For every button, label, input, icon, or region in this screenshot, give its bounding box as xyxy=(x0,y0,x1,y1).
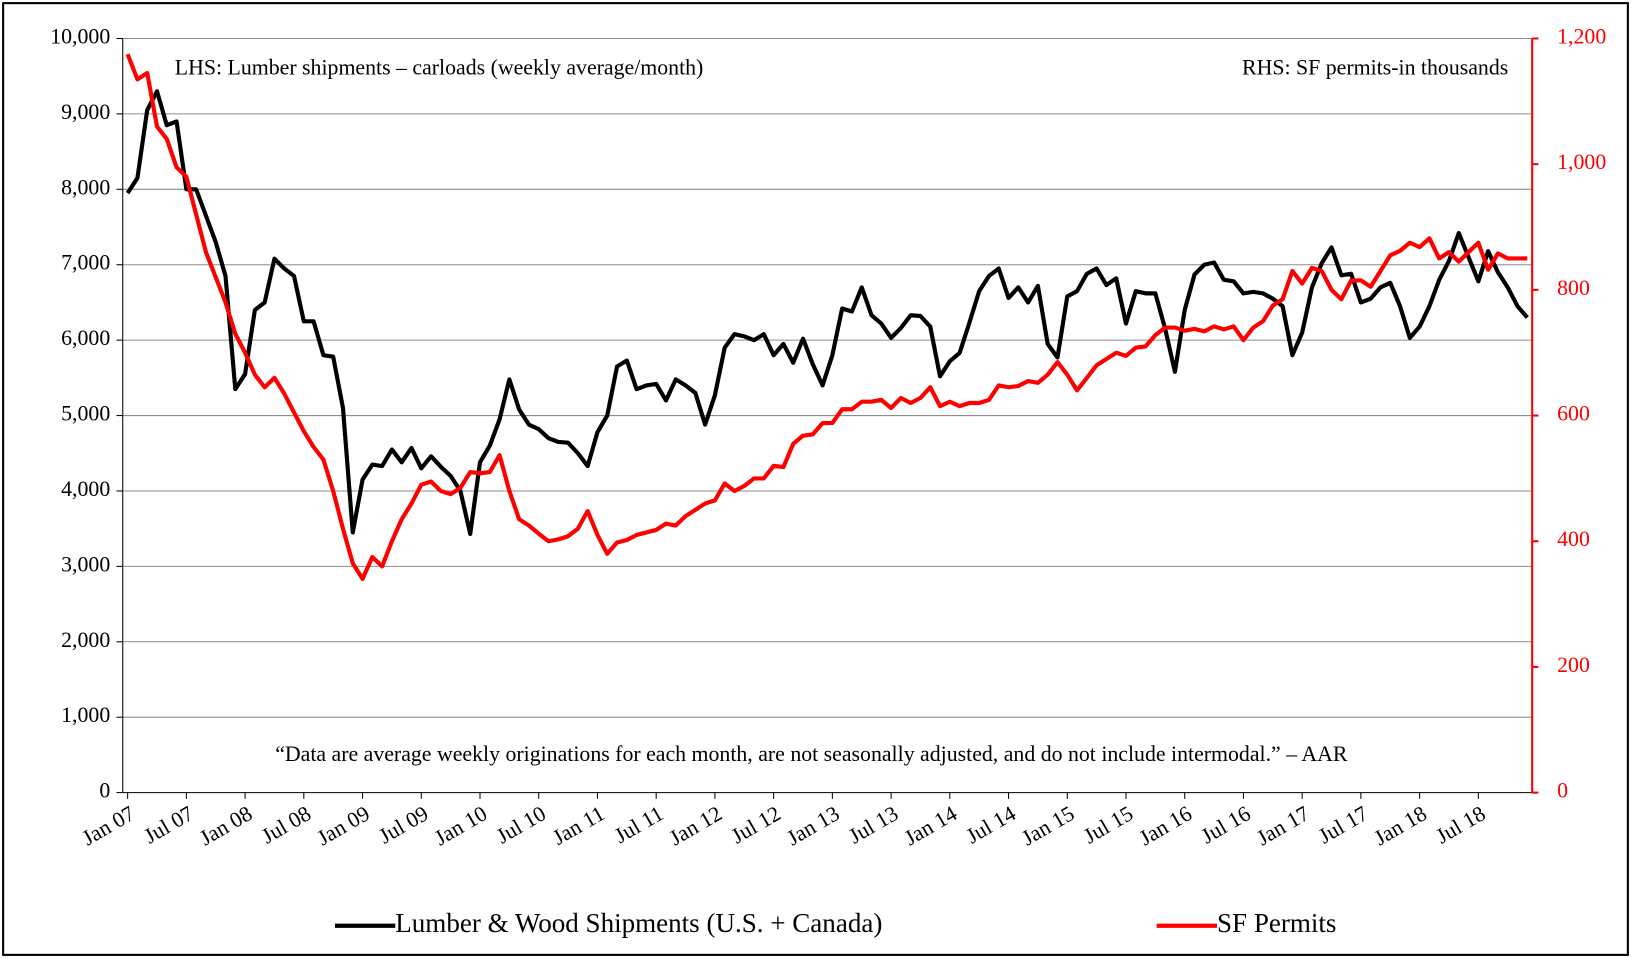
y-tick-label: 10,000 xyxy=(50,25,110,49)
annotation-rhs: RHS: SF permits-in thousands xyxy=(1242,56,1508,80)
y-tick-label: 0 xyxy=(99,779,110,803)
y2-tick-label: 1,000 xyxy=(1557,150,1606,174)
y-tick-label: 9,000 xyxy=(61,100,110,124)
y-tick-label: 1,000 xyxy=(61,703,110,727)
series-line xyxy=(125,89,1529,537)
y-tick-label: 2,000 xyxy=(61,628,110,652)
y-tick-label: 4,000 xyxy=(61,477,110,501)
y-tick-label: 5,000 xyxy=(61,402,110,426)
annotation-lhs: LHS: Lumber shipments – carloads (weekly… xyxy=(175,56,704,80)
y2-tick-label: 200 xyxy=(1557,653,1590,677)
y-tick-label: 3,000 xyxy=(61,552,110,576)
annotation-quote: “Data are average weekly originations fo… xyxy=(275,742,1348,766)
y-tick-label: 8,000 xyxy=(61,175,110,199)
y-tick-label: 6,000 xyxy=(61,326,110,350)
legend-label: Lumber & Wood Shipments (U.S. + Canada) xyxy=(395,908,882,938)
y2-tick-label: 800 xyxy=(1557,276,1590,300)
y2-tick-label: 600 xyxy=(1557,402,1590,426)
legend-label: SF Permits xyxy=(1217,908,1336,938)
y-tick-label: 7,000 xyxy=(61,251,110,275)
y2-tick-label: 1,200 xyxy=(1557,25,1606,49)
series-line xyxy=(125,53,1528,582)
y2-tick-label: 0 xyxy=(1557,779,1568,803)
y2-tick-label: 400 xyxy=(1557,527,1590,551)
